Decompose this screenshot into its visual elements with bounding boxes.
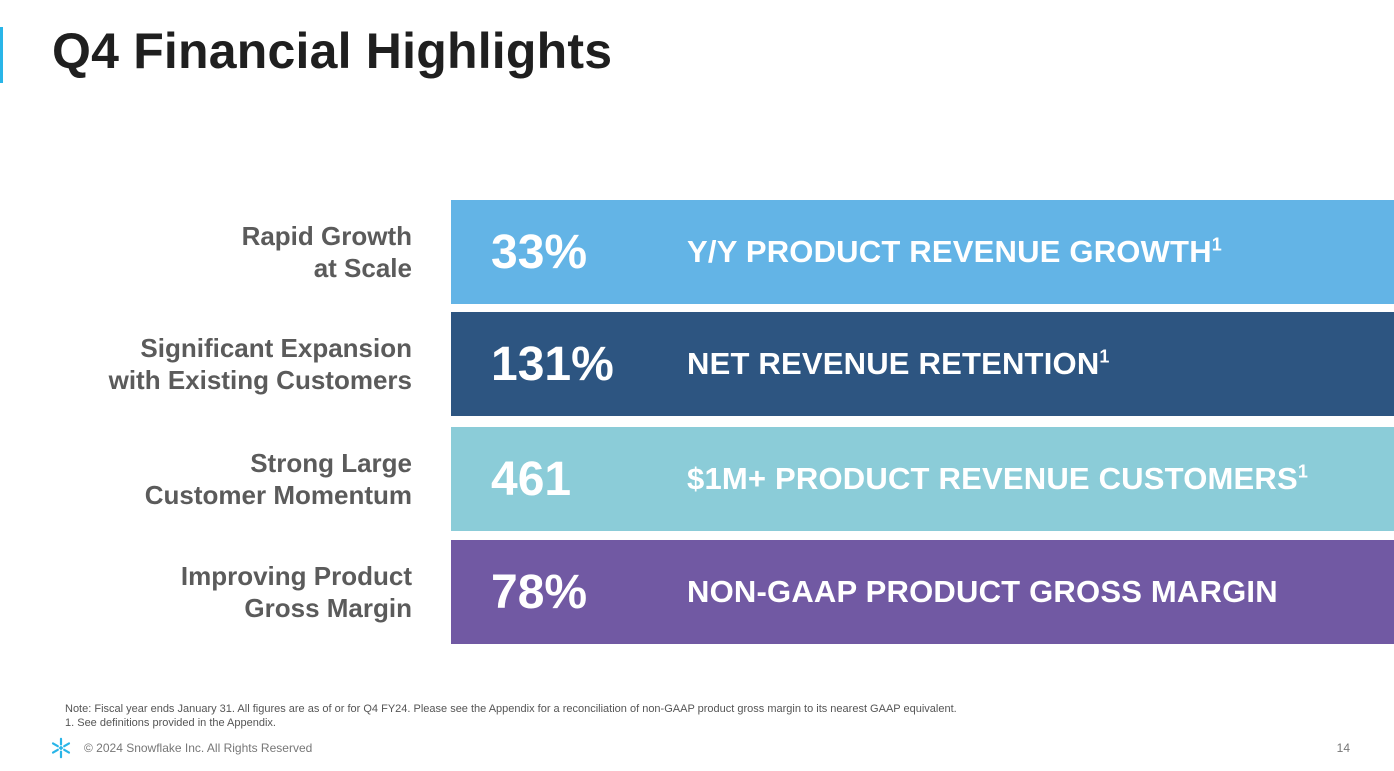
metric-description-text: NET REVENUE RETENTION [687, 346, 1100, 381]
highlight-row-customers: Strong Large Customer Momentum 461 $1M+ … [0, 427, 1394, 531]
metric-value: 131% [491, 337, 614, 391]
row-label-line: with Existing Customers [108, 365, 412, 395]
metric-band: 78% NON-GAAP PRODUCT GROSS MARGIN [451, 540, 1394, 644]
metric-description: NET REVENUE RETENTION1 [687, 346, 1110, 382]
metric-description: $1M+ PRODUCT REVENUE CUSTOMERS1 [687, 461, 1308, 497]
row-label: Improving Product Gross Margin [0, 540, 412, 644]
row-label-line: Gross Margin [244, 593, 412, 623]
metric-band: 33% Y/Y PRODUCT REVENUE GROWTH1 [451, 200, 1394, 304]
row-label-line: Rapid Growth [241, 221, 412, 251]
row-label: Rapid Growth at Scale [0, 200, 412, 304]
metric-description: Y/Y PRODUCT REVENUE GROWTH1 [687, 234, 1222, 270]
highlight-row-margin: Improving Product Gross Margin 78% NON-G… [0, 540, 1394, 644]
title-accent-bar [0, 27, 3, 83]
row-label-line: Strong Large [250, 448, 412, 478]
page-title: Q4 Financial Highlights [52, 23, 613, 79]
row-label-line: Significant Expansion [140, 333, 412, 363]
copyright-text: © 2024 Snowflake Inc. All Rights Reserve… [84, 741, 313, 755]
row-label-line: Improving Product [180, 561, 412, 591]
row-label: Significant Expansion with Existing Cust… [0, 312, 412, 416]
metric-value: 33% [491, 225, 588, 279]
row-label-line: at Scale [313, 253, 412, 283]
highlight-row-retention: Significant Expansion with Existing Cust… [0, 312, 1394, 416]
metric-value: 78% [491, 565, 588, 619]
page-number: 14 [1336, 741, 1350, 755]
metric-description-text: NON-GAAP PRODUCT GROSS MARGIN [687, 574, 1278, 609]
row-label: Strong Large Customer Momentum [0, 427, 412, 531]
highlight-row-growth: Rapid Growth at Scale 33% Y/Y PRODUCT RE… [0, 200, 1394, 304]
footnote-marker: 1 [1297, 461, 1309, 482]
footnote-marker: 1 [1099, 346, 1110, 367]
metric-description-text: $1M+ PRODUCT REVENUE CUSTOMERS [687, 461, 1298, 496]
footnote-marker: 1 [1211, 234, 1223, 255]
note-text: Note: Fiscal year ends January 31. All f… [65, 703, 957, 715]
metric-band: 461 $1M+ PRODUCT REVENUE CUSTOMERS1 [451, 427, 1394, 531]
metric-value: 461 [491, 452, 572, 506]
metric-description: NON-GAAP PRODUCT GROSS MARGIN [687, 574, 1278, 610]
footnote-text: 1. See definitions provided in the Appen… [65, 717, 276, 729]
row-label-line: Customer Momentum [144, 480, 412, 510]
metric-description-text: Y/Y PRODUCT REVENUE GROWTH [687, 234, 1212, 269]
snowflake-icon [51, 737, 71, 759]
metric-band: 131% NET REVENUE RETENTION1 [451, 312, 1394, 416]
